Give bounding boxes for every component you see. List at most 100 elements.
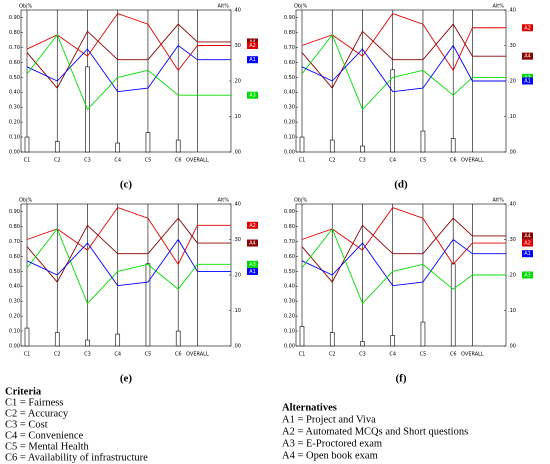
y-tick-label: 0.00 <box>284 150 295 156</box>
y2-tick-label: .20 <box>233 273 241 279</box>
y2-tick-label: .40 <box>508 202 516 208</box>
y-tick-label: 0.80 <box>284 30 295 36</box>
alternatives-item: A3 = E-Proctored exam <box>282 438 382 449</box>
y-tick-label: 0.30 <box>9 105 20 111</box>
x-tick-label: C4 <box>389 352 396 358</box>
y2-axis-label: Alt% <box>492 4 504 10</box>
bar <box>390 335 396 347</box>
chart-caption: (e) <box>120 373 133 385</box>
legend-label: A1 <box>524 251 531 257</box>
y2-tick-label: .40 <box>233 202 241 208</box>
legend-swatch <box>247 267 258 275</box>
bar <box>175 330 181 347</box>
series-line <box>26 23 198 89</box>
criteria-item: C3 = Cost <box>5 419 48 430</box>
y-tick-label: 0.20 <box>9 120 20 126</box>
legend-swatch <box>247 42 258 49</box>
x-tick-label: C4 <box>389 158 396 164</box>
bar <box>329 139 335 153</box>
legend-label: A2 <box>524 25 531 31</box>
y2-tick-label: .30 <box>508 43 516 49</box>
x-tick-label: C2 <box>329 158 336 164</box>
legend-swatch <box>247 221 258 229</box>
series-line <box>26 227 198 305</box>
series-line <box>301 33 473 111</box>
y-tick-label: 0.80 <box>284 224 295 230</box>
x-tick-label: C3 <box>359 158 366 164</box>
y2-axis-label: Alt% <box>217 4 229 10</box>
y-tick-label: 0.50 <box>9 75 20 81</box>
y-tick-label: 0.10 <box>9 329 20 335</box>
x-tick-label: C4 <box>114 158 121 164</box>
series-line <box>26 238 198 287</box>
legend-label: A1 <box>524 79 531 85</box>
x-tick-label: C2 <box>54 352 61 358</box>
x-tick-label: OVERALL <box>186 158 209 164</box>
y2-tick-label: .10 <box>233 308 241 314</box>
y2-axis-label: Alt% <box>492 198 504 204</box>
y2-tick-label: .10 <box>233 114 241 120</box>
y-tick-label: 0.50 <box>9 269 20 275</box>
y2-tick-label: .30 <box>233 43 241 49</box>
legend-swatch <box>522 250 533 258</box>
legend-swatch <box>522 77 533 85</box>
y-tick-label: 0.20 <box>284 120 295 126</box>
bar <box>420 321 426 347</box>
series-line <box>301 238 473 287</box>
alternatives-item: A4 = Open book exam <box>282 450 378 461</box>
y-tick-label: 0.70 <box>9 239 20 245</box>
y2-tick-label: .00 <box>508 344 516 350</box>
bar <box>85 339 90 347</box>
bar <box>145 132 151 153</box>
legend-label: A2 <box>249 43 256 49</box>
bar <box>115 142 121 153</box>
x-tick-label: C1 <box>24 158 31 164</box>
y2-tick-label: .10 <box>508 114 516 120</box>
y-tick-label: 0.00 <box>9 150 20 156</box>
y2-tick-label: .10 <box>508 308 516 314</box>
y-tick-label: 0.90 <box>284 15 295 21</box>
x-tick-label: OVERALL <box>461 352 484 358</box>
y-axis-label: Obj% <box>19 4 32 10</box>
y-tick-label: 0.60 <box>284 60 295 66</box>
bar <box>390 69 396 153</box>
alternatives-item: A1 = Project and Viva <box>282 414 376 425</box>
y2-tick-label: .00 <box>508 150 516 156</box>
y-tick-label: 0.20 <box>284 314 295 320</box>
legend-swatch <box>247 38 258 46</box>
legend-label: A4 <box>524 54 531 60</box>
y-tick-label: 0.10 <box>284 329 295 335</box>
x-tick-label: C2 <box>329 352 336 358</box>
legend-swatch <box>247 239 258 247</box>
y2-tick-label: .30 <box>233 237 241 243</box>
x-tick-label: C5 <box>145 352 152 358</box>
legend-swatch <box>247 260 258 268</box>
x-tick-label: C1 <box>24 352 31 358</box>
criteria-title: Criteria <box>5 386 42 397</box>
x-tick-label: C6 <box>175 352 182 358</box>
bar <box>329 332 335 347</box>
y-tick-label: 0.80 <box>9 30 20 36</box>
legend-swatch <box>247 91 258 99</box>
criteria-item: C1 = Fairness <box>5 397 63 408</box>
series-line <box>26 217 198 283</box>
y-tick-label: 0.40 <box>284 284 295 290</box>
x-tick-label: C2 <box>54 158 61 164</box>
x-tick-label: C3 <box>359 352 366 358</box>
y2-tick-label: .40 <box>233 8 241 14</box>
y-tick-label: 0.00 <box>284 344 295 350</box>
y-tick-label: 0.40 <box>9 284 20 290</box>
x-tick-label: C6 <box>450 158 457 164</box>
y-tick-label: 0.30 <box>284 105 295 111</box>
series-line <box>301 227 473 305</box>
legend-label: A2 <box>249 223 256 229</box>
y2-tick-label: .40 <box>508 8 516 14</box>
y-tick-label: 0.90 <box>9 209 20 215</box>
series-line <box>301 23 473 89</box>
bar <box>450 263 456 347</box>
chart-caption: (f) <box>396 373 407 385</box>
bar <box>54 141 60 153</box>
x-tick-label: OVERALL <box>186 352 209 358</box>
series-line <box>301 217 473 283</box>
criteria-item: C5 = Mental Health <box>5 441 90 452</box>
